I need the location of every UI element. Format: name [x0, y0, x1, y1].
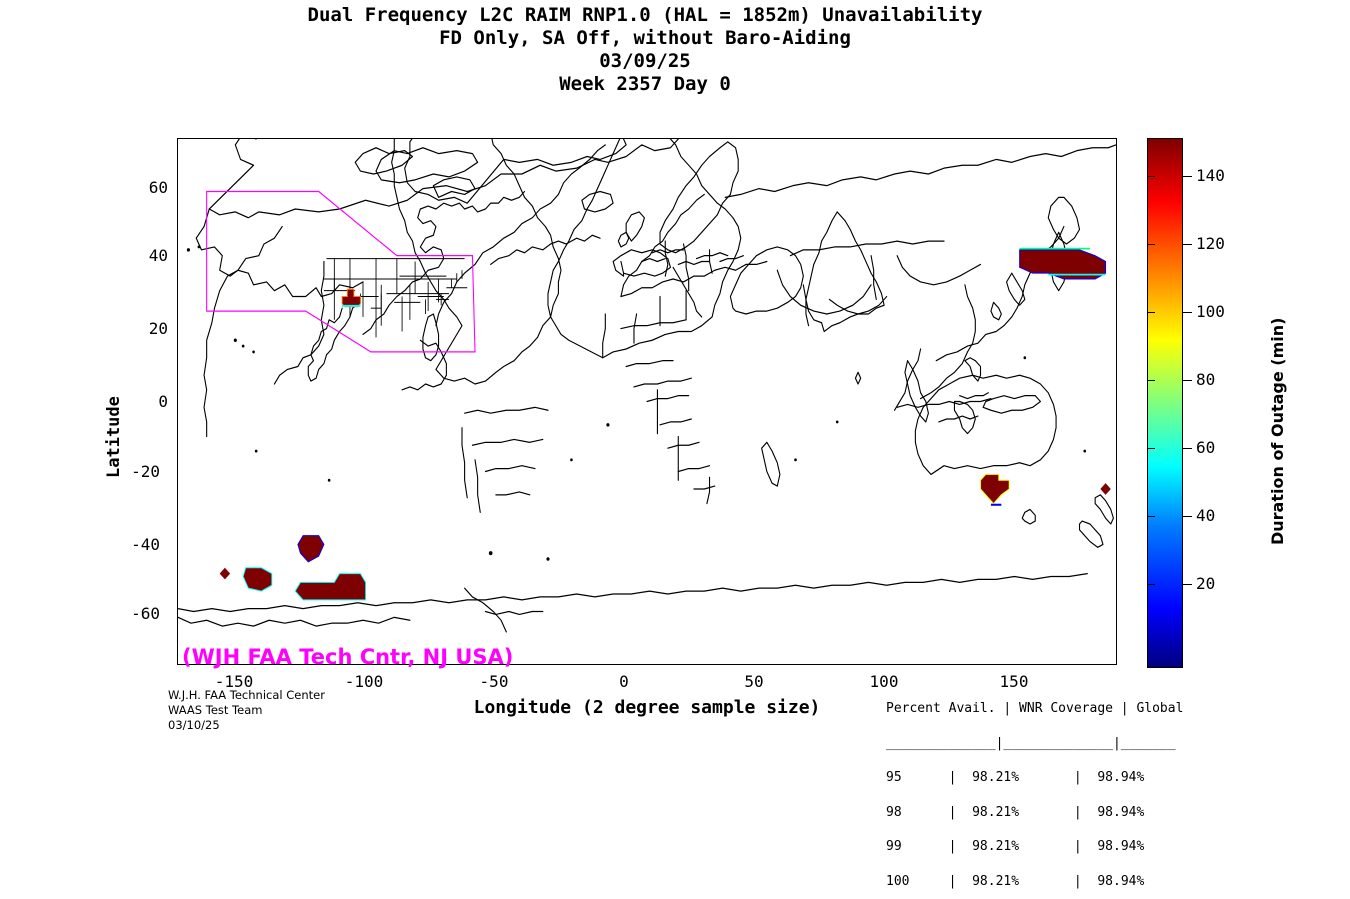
- title-line-3: 03/09/25: [599, 50, 691, 72]
- table-row: 98 | 98.21% | 98.94%: [886, 804, 1183, 820]
- lon-tick-m150: -150: [214, 672, 254, 691]
- credit-line-2: WAAS Test Team: [168, 703, 263, 717]
- colorbar-label-40: 40: [1196, 506, 1216, 525]
- colorbar-tick-120: [1183, 244, 1192, 245]
- credit-line-3: 03/10/25: [168, 718, 220, 732]
- colorbar-tick-in-100: [1147, 312, 1155, 313]
- lat-tick-40: 40: [148, 246, 168, 265]
- stats-wnr-3: 98.21%: [972, 873, 1020, 889]
- chart-title-block: Dual Frequency L2C RAIM RNP1.0 (HAL = 18…: [0, 4, 1290, 96]
- stats-global-1: 98.94%: [1097, 804, 1145, 820]
- stats-percent-3: 100: [886, 873, 910, 889]
- outage-regions-layer: [219, 247, 1111, 601]
- title-line-2: FD Only, SA Off, without Baro-Aiding: [439, 27, 851, 49]
- title-line-4: Week 2357 Day 0: [559, 73, 731, 95]
- title-line-1: Dual Frequency L2C RAIM RNP1.0 (HAL = 18…: [307, 4, 983, 26]
- stats-pad-0: |: [901, 770, 973, 785]
- colorbar-label-100: 100: [1196, 302, 1225, 321]
- lat-tick-20: 20: [148, 319, 168, 338]
- stats-global-0: 98.94%: [1097, 770, 1145, 785]
- stats-wnr-2: 98.21%: [972, 839, 1020, 854]
- lat-tick-m40: -40: [131, 535, 160, 554]
- stats-pad2-2: |: [1019, 839, 1098, 854]
- stats-percent-0: 95: [886, 770, 902, 785]
- stats-pad2-1: |: [1019, 804, 1098, 820]
- colorbar-tick-in-80: [1147, 380, 1155, 381]
- colorbar-tick-in-60: [1147, 448, 1155, 449]
- colorbar-tick-100: [1183, 312, 1192, 313]
- colorbar-tick-60: [1183, 448, 1192, 449]
- credits-block: W.J.H. FAA Technical Center WAAS Test Te…: [168, 688, 325, 733]
- colorbar-tick-in-120: [1147, 244, 1155, 245]
- stats-header: Percent Avail. | WNR Coverage | Global: [886, 701, 1184, 716]
- world-map-plot[interactable]: [177, 138, 1117, 665]
- stats-pad-2: |: [901, 839, 973, 854]
- stats-percent-1: 98: [886, 804, 902, 820]
- x-axis-label: Longitude (2 degree sample size): [473, 697, 821, 718]
- colorbar-tick-80: [1183, 380, 1192, 381]
- colorbar-tick-40: [1183, 516, 1192, 517]
- stats-wnr-1: 98.21%: [972, 804, 1020, 820]
- colorbar[interactable]: [1147, 138, 1183, 668]
- watermark-text: (WJH FAA Tech Cntr, NJ USA): [182, 645, 514, 669]
- lon-tick-150: 150: [999, 672, 1029, 691]
- lat-tick-m20: -20: [131, 462, 160, 481]
- colorbar-label-20: 20: [1196, 574, 1216, 593]
- lon-tick-m100: -100: [344, 672, 384, 691]
- stats-global-3: 98.94%: [1097, 873, 1145, 889]
- y-axis-label: Latitude: [104, 396, 124, 478]
- lat-tick-m60: -60: [131, 604, 160, 623]
- stats-wnr-0: 98.21%: [972, 770, 1020, 785]
- lat-tick-60: 60: [148, 178, 168, 197]
- stats-pad2-0: |: [1019, 770, 1098, 785]
- colorbar-tick-in-40: [1147, 516, 1155, 517]
- colorbar-tick-in-140: [1147, 176, 1155, 177]
- stats-divider: ______________|______________|_______: [886, 735, 1176, 751]
- stats-pad-3: |: [909, 873, 973, 889]
- wnr-coverage-boundary: [206, 190, 476, 353]
- colorbar-label-120: 120: [1196, 234, 1225, 253]
- coverage-stats-table: Percent Avail. | WNR Coverage | Global _…: [886, 680, 1183, 899]
- lat-tick-0: 0: [158, 392, 168, 411]
- lon-tick-50: 50: [744, 672, 764, 691]
- colorbar-label-140: 140: [1196, 166, 1225, 185]
- colorbar-tick-20: [1183, 584, 1192, 585]
- table-row: 99 | 98.21% | 98.94%: [886, 839, 1183, 854]
- stats-pad2-3: |: [1019, 873, 1098, 889]
- coastline-layer: [178, 139, 1116, 633]
- map-canvas: [178, 139, 1116, 633]
- us-state-borders-layer: [323, 258, 468, 338]
- lon-tick-m50: -50: [479, 672, 509, 691]
- colorbar-title: Duration of Outage (min): [1268, 317, 1287, 545]
- table-row: 100 | 98.21% | 98.94%: [886, 873, 1183, 889]
- colorbar-tick-140: [1183, 176, 1192, 177]
- table-row: 95 | 98.21% | 98.94%: [886, 770, 1183, 785]
- lon-tick-0: 0: [619, 672, 629, 691]
- colorbar-tick-in-20: [1147, 584, 1155, 585]
- stats-pad-1: |: [901, 804, 973, 820]
- colorbar-label-80: 80: [1196, 370, 1216, 389]
- stats-global-2: 98.94%: [1097, 839, 1145, 854]
- stats-percent-2: 99: [886, 839, 902, 854]
- credit-line-1: W.J.H. FAA Technical Center: [168, 688, 325, 702]
- lon-tick-100: 100: [869, 672, 899, 691]
- colorbar-label-60: 60: [1196, 438, 1216, 457]
